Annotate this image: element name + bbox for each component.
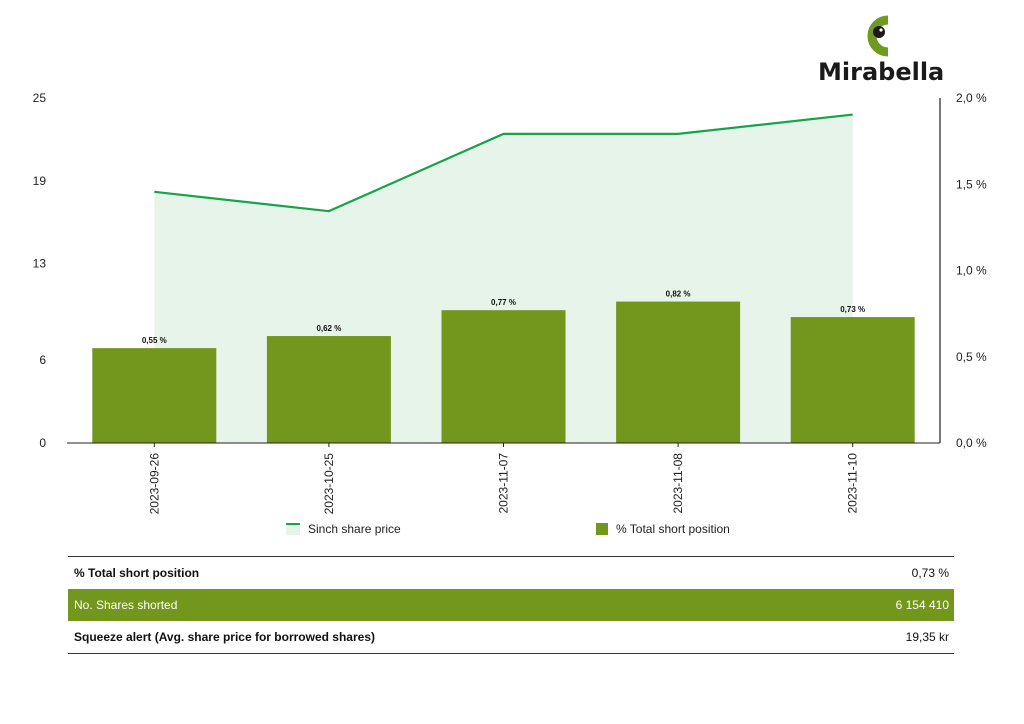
y-left-tick-label: 0 <box>39 436 46 450</box>
y-right-tick-label: 0,5 % <box>956 350 987 364</box>
x-tick-label-2023-09-26: 2023-09-26 <box>147 453 161 515</box>
summary-label: % Total short position <box>74 566 200 580</box>
data-label-2023-10-25: 0,62 % <box>316 324 341 333</box>
brand-name: Mirabella <box>818 58 945 86</box>
bar-2023-11-10 <box>790 317 915 443</box>
x-tick-label-2023-11-07: 2023-11-07 <box>497 453 511 514</box>
legend-swatch-bar <box>596 523 608 535</box>
summary-value: 19,35 kr <box>905 630 949 644</box>
mirabella-logo-icon <box>867 15 889 57</box>
line-layer <box>154 113 853 213</box>
bar-2023-11-08 <box>616 301 741 443</box>
legend-item-short-position: % Total short position <box>596 522 730 536</box>
summary-row-squeeze-alert: Squeeze alert (Avg. share price for borr… <box>68 621 954 653</box>
x-tick-label-2023-10-25: 2023-10-25 <box>322 453 336 515</box>
y-left-tick-label: 6 <box>39 353 46 367</box>
data-label-2023-11-10: 0,73 % <box>840 305 865 314</box>
legend-swatch-line <box>286 523 300 535</box>
summary-row-short-position: % Total short position 0,73 % <box>68 557 954 589</box>
summary-value: 6 154 410 <box>895 598 949 612</box>
data-label-2023-09-26: 0,55 % <box>142 336 167 345</box>
summary-label: Squeeze alert (Avg. share price for borr… <box>74 630 375 644</box>
summary-value: 0,73 % <box>911 566 949 580</box>
bar-2023-09-26 <box>92 348 217 443</box>
bar-layer <box>92 301 915 443</box>
y-left-tick-label: 25 <box>33 91 47 105</box>
label-layer: 0,55 % 0,62 % 0,77 % 0,82 % 0,73 % <box>142 290 865 346</box>
summary-table: % Total short position 0,73 % No. Shares… <box>68 556 954 654</box>
summary-label: No. Shares shorted <box>74 598 178 612</box>
bar-2023-10-25 <box>266 336 391 443</box>
y-right-tick-label: 2,0 % <box>956 91 987 105</box>
brand-logo: Mirabella <box>818 12 945 86</box>
x-tick-label-2023-11-08: 2023-11-08 <box>671 453 685 514</box>
bar-2023-11-07 <box>441 310 566 443</box>
data-label-2023-11-07: 0,77 % <box>491 298 516 307</box>
y-left-tick-label: 19 <box>33 174 47 188</box>
legend-item-share-price: Sinch share price <box>286 522 401 536</box>
y-right-tick-label: 1,0 % <box>956 264 987 278</box>
legend-label-short-position: % Total short position <box>616 522 730 536</box>
legend-label-share-price: Sinch share price <box>308 522 401 536</box>
y-left-tick-label: 13 <box>33 257 47 271</box>
summary-row-shares-shorted: No. Shares shorted 6 154 410 <box>68 589 954 621</box>
data-label-2023-11-08: 0,82 % <box>666 290 691 299</box>
axis-layer: 0 6 13 19 25 0,0 % 0,5 % 1,0 % 1,5 % 2,0 % 2023-09… <box>33 91 987 514</box>
y-right-tick-label: 1,5 % <box>956 177 987 191</box>
short-position-chart: 0 6 13 19 25 0,0 % 0,5 % 1,0 % 1,5 % 2,0 % 2023-09… <box>33 91 987 514</box>
x-tick-label-2023-11-10: 2023-11-10 <box>846 453 860 514</box>
y-right-tick-label: 0,0 % <box>956 436 987 450</box>
